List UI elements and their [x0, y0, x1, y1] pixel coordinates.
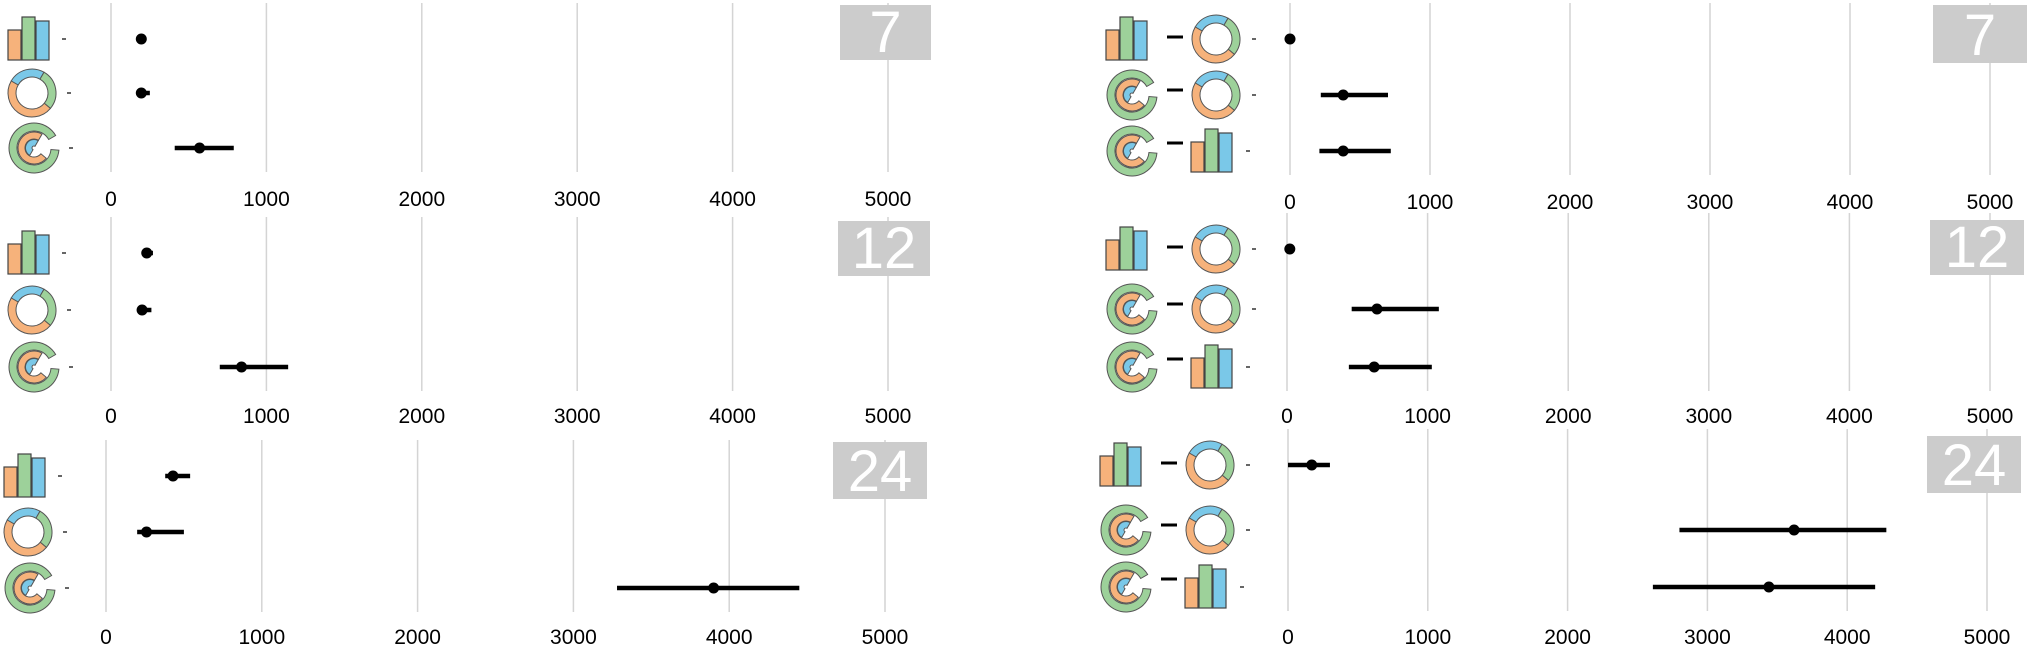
data-point — [135, 33, 147, 45]
data-point — [141, 526, 153, 538]
spiral-to-bar-icon — [1100, 561, 1227, 613]
badge-label: 7 — [869, 0, 901, 65]
x-tick-label: 2000 — [1545, 405, 1592, 428]
donut-chart-icon — [7, 285, 57, 335]
x-tick-label: 0 — [105, 405, 117, 428]
data-point — [194, 142, 206, 154]
x-tick-label: 1000 — [243, 188, 290, 211]
x-tick-label: 1000 — [243, 405, 290, 428]
badge-label: 24 — [1942, 433, 2007, 498]
donut-chart-icon — [3, 507, 53, 557]
x-tick-label: 2000 — [1544, 626, 1591, 649]
x-tick-label: 3000 — [1687, 191, 1734, 214]
x-tick-label: 1000 — [1407, 191, 1454, 214]
bar-to-donut-icon — [1105, 224, 1241, 274]
x-tick-label: 2000 — [398, 405, 445, 428]
data-point — [1763, 581, 1775, 593]
badge-label: 12 — [1945, 215, 2010, 280]
panel-right-12: 0 1000 2000 3000 4000 5000 12 — [1246, 213, 2024, 428]
data-point — [236, 361, 248, 373]
data-point — [136, 304, 148, 316]
x-tick-label: 5000 — [862, 626, 909, 649]
panel-left-12: 0 1000 2000 3000 4000 5000 12 — [62, 216, 930, 428]
panel-left-7: 0 1000 2000 3000 4000 5000 7 — [62, 0, 931, 211]
x-tick-label: 4000 — [1827, 191, 1874, 214]
x-tick-label: 0 — [1281, 405, 1293, 428]
bar-to-donut-icon — [1099, 440, 1235, 490]
data-point — [1284, 243, 1296, 255]
spiral-to-bar-icon — [1106, 341, 1233, 393]
x-tick-label: 4000 — [709, 405, 756, 428]
x-tick-label: 2000 — [1547, 191, 1594, 214]
x-tick-label: 0 — [105, 188, 117, 211]
spiral-chart-icon — [8, 122, 60, 174]
badge-label: 24 — [848, 439, 913, 504]
data-point — [1337, 145, 1349, 157]
data-point — [1337, 89, 1349, 101]
badge-box — [833, 442, 927, 499]
bar-to-donut-icon — [1105, 14, 1241, 64]
x-tick-label: 2000 — [398, 188, 445, 211]
x-tick-label: 0 — [100, 626, 112, 649]
panel-right-24: 0 1000 2000 3000 4000 5000 24 — [1240, 429, 2021, 649]
data-point — [708, 582, 720, 594]
x-tick-label: 4000 — [706, 626, 753, 649]
data-point — [1368, 361, 1380, 373]
data-point — [167, 470, 179, 482]
spiral-to-bar-icon — [1106, 125, 1233, 177]
spiral-to-donut-icon — [1106, 283, 1241, 335]
badge-box — [1930, 220, 2024, 275]
x-tick-label: 0 — [1284, 191, 1296, 214]
badge-box — [1933, 5, 2027, 63]
x-tick-label: 5000 — [865, 188, 912, 211]
panel-right-7: 0 1000 2000 3000 4000 5000 7 — [1246, 3, 2027, 214]
donut-chart-icon — [7, 68, 57, 118]
spiral-chart-icon — [8, 341, 60, 393]
x-tick-label: 1000 — [1404, 626, 1451, 649]
data-point — [141, 247, 153, 259]
badge-label: 12 — [852, 216, 917, 281]
x-tick-label: 4000 — [1824, 626, 1871, 649]
x-tick-label: 5000 — [1967, 191, 2014, 214]
x-tick-label: 1000 — [1404, 405, 1451, 428]
x-tick-label: 3000 — [554, 405, 601, 428]
x-tick-label: 5000 — [1967, 405, 2014, 428]
bar-chart-icon — [3, 453, 46, 498]
badge-box — [838, 221, 930, 276]
x-tick-label: 3000 — [1684, 626, 1731, 649]
x-tick-label: 4000 — [709, 188, 756, 211]
panel-left-24: 0 1000 2000 3000 4000 5000 24 — [58, 439, 927, 649]
badge-box — [1927, 436, 2021, 493]
x-tick-label: 1000 — [238, 626, 285, 649]
data-point — [135, 87, 147, 99]
data-point — [1306, 459, 1318, 471]
spiral-to-donut-icon — [1106, 69, 1241, 121]
spiral-chart-icon — [4, 562, 56, 614]
x-tick-label: 5000 — [865, 405, 912, 428]
x-tick-label: 3000 — [1685, 405, 1732, 428]
data-point — [1788, 524, 1800, 536]
bar-chart-icon — [7, 16, 50, 61]
badge-label: 7 — [1964, 3, 1996, 68]
bar-chart-icon — [7, 230, 50, 275]
x-tick-label: 4000 — [1826, 405, 1873, 428]
badge-box — [840, 5, 931, 60]
x-tick-label: 5000 — [1964, 626, 2011, 649]
x-tick-label: 2000 — [394, 626, 441, 649]
x-tick-label: 0 — [1282, 626, 1294, 649]
x-tick-label: 3000 — [554, 188, 601, 211]
data-point — [1284, 33, 1296, 45]
spiral-to-donut-icon — [1100, 504, 1235, 556]
x-tick-label: 3000 — [550, 626, 597, 649]
data-point — [1371, 303, 1383, 315]
